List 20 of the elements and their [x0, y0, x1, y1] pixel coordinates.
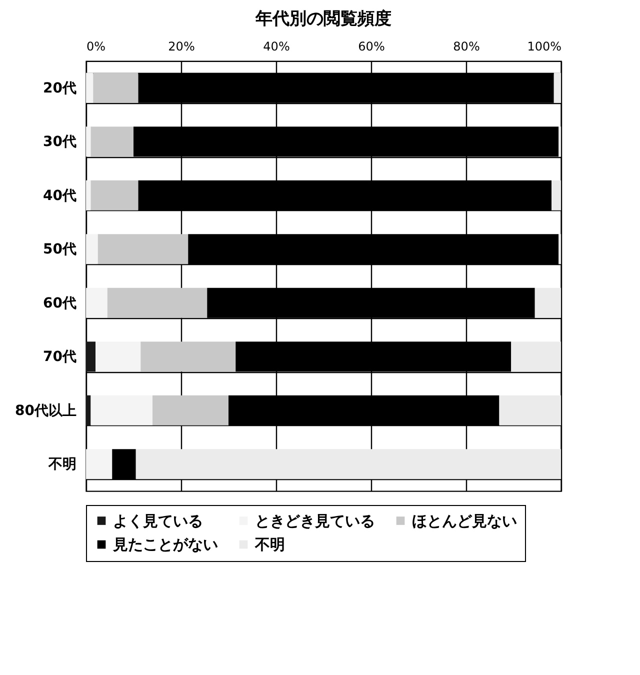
- x-tick-label: 0%: [86, 40, 106, 54]
- y-tick-label: 不明: [48, 456, 76, 473]
- x-tick-label: 40%: [263, 40, 290, 54]
- y-tick-label: 60代: [43, 295, 76, 312]
- x-tick-label: 80%: [453, 40, 480, 54]
- y-tick-label: 70代: [43, 349, 76, 366]
- x-tick-label: 60%: [358, 40, 385, 54]
- legend-label: ほとんど見ない: [412, 512, 517, 530]
- x-tick-label: 100%: [527, 40, 562, 54]
- y-tick-label: 30代: [43, 134, 76, 150]
- y-tick-label: 20代: [43, 80, 76, 96]
- y-tick-label: 80代以上: [15, 402, 76, 419]
- y-tick-label: 40代: [43, 188, 76, 204]
- legend-label: ときどき見ている: [255, 512, 375, 530]
- legend-label: 不明: [254, 536, 285, 554]
- chart-title: 年代別の閲覧頻度: [254, 9, 392, 29]
- legend-label: よく見ている: [113, 512, 203, 530]
- y-tick-label: 50代: [43, 242, 76, 258]
- legend-label: 見たことがない: [112, 536, 218, 554]
- x-tick-label: 20%: [168, 40, 195, 54]
